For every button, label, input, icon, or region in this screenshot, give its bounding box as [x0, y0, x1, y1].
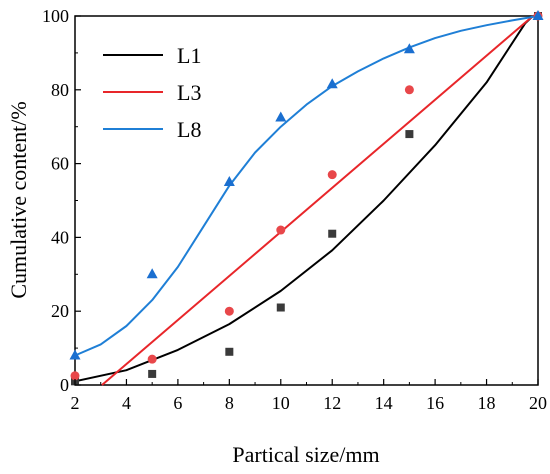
data-markers	[69, 10, 544, 386]
fit-curve-l3	[101, 15, 534, 386]
x-tick-label: 20	[529, 393, 547, 413]
data-point-l8	[403, 43, 415, 54]
data-point-l8	[326, 78, 338, 89]
data-point-l3	[276, 225, 286, 235]
data-point-l3	[327, 170, 337, 180]
data-point-l8	[223, 176, 235, 187]
axis-ticks: 2 4 6 8 10 12 14 16 18 20 0 20 40 60 80 100	[42, 6, 547, 413]
x-tick-label: 16	[426, 393, 444, 413]
data-point-l3	[70, 371, 80, 381]
fit-curves	[74, 15, 539, 386]
x-tick-label: 4	[122, 393, 131, 413]
y-tick-label: 40	[51, 227, 69, 247]
y-tick-label: 20	[51, 301, 69, 321]
y-tick-label: 100	[42, 6, 69, 26]
x-tick-label: 14	[375, 393, 393, 413]
legend-label-l8: L8	[177, 117, 201, 142]
y-tick-label: 0	[60, 375, 69, 395]
y-tick-label: 60	[51, 154, 69, 174]
y-axis-title: Cumulative content/%	[6, 101, 31, 298]
x-tick-label: 18	[478, 393, 496, 413]
fit-curve-l8	[74, 15, 539, 357]
data-point-l8	[69, 349, 81, 360]
data-point-l1	[328, 229, 337, 238]
data-point-l3	[224, 306, 234, 316]
data-point-l1	[225, 347, 234, 356]
x-tick-label: 2	[71, 393, 80, 413]
data-point-l1	[405, 130, 414, 139]
x-tick-label: 6	[173, 393, 182, 413]
x-tick-label: 10	[272, 393, 290, 413]
fit-curve-l1	[74, 15, 534, 383]
data-point-l3	[404, 85, 414, 95]
x-tick-label: 12	[323, 393, 341, 413]
legend-label-l3: L3	[177, 80, 201, 105]
y-tick-label: 80	[51, 80, 69, 100]
legend: L1 L3 L8	[103, 43, 201, 142]
data-point-l1	[148, 369, 157, 378]
data-point-l8	[146, 268, 158, 279]
x-axis-title: Partical size/mm	[232, 442, 379, 467]
data-point-l8	[275, 111, 287, 122]
data-point-l3	[147, 354, 157, 364]
data-point-l8	[532, 10, 544, 20]
data-point-l1	[276, 303, 285, 312]
legend-label-l1: L1	[177, 43, 201, 68]
x-tick-label: 8	[225, 393, 234, 413]
